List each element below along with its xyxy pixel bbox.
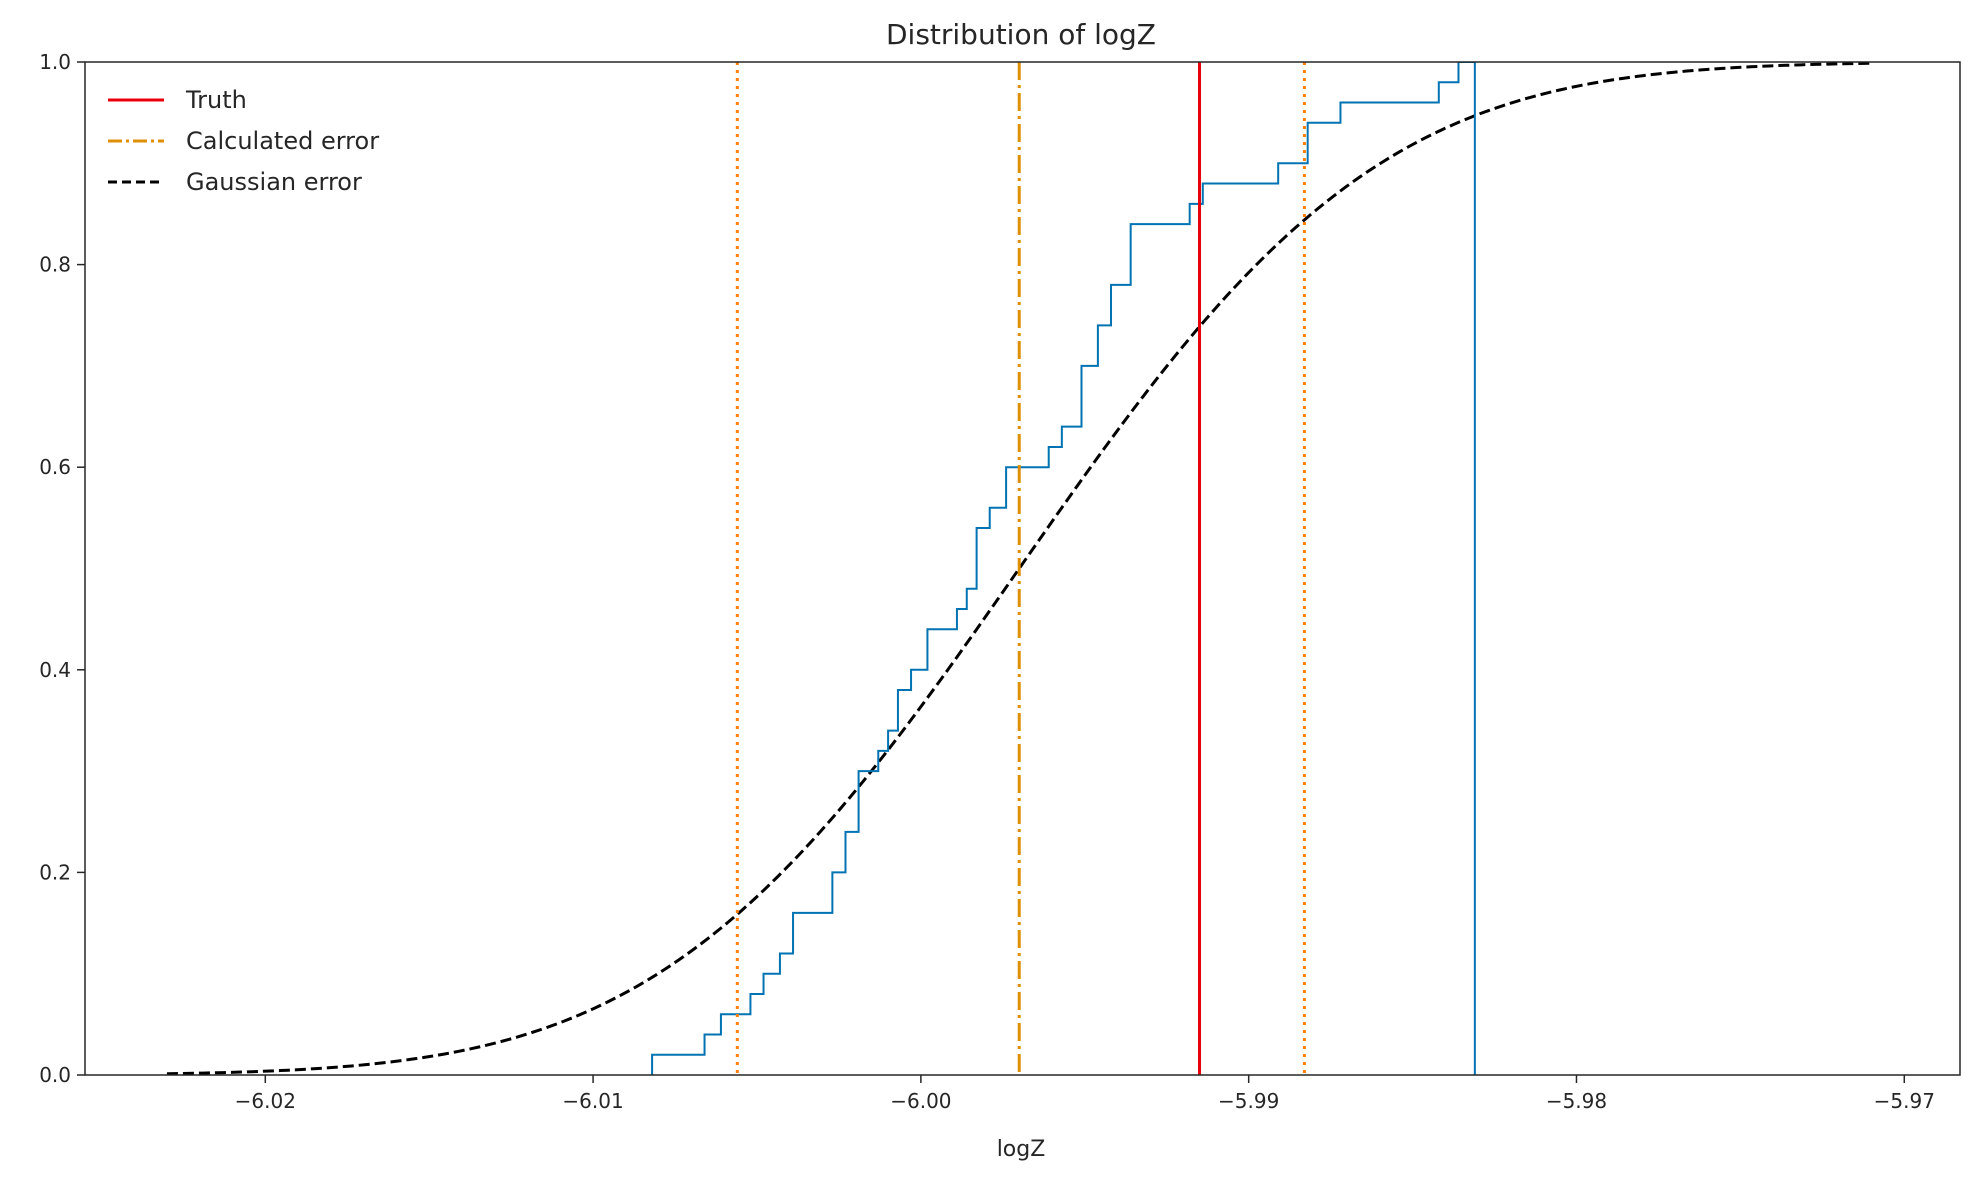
x-tick-label: −5.99 — [1218, 1089, 1279, 1113]
legend: Truth Calculated error Gaussian error — [108, 86, 379, 196]
chart-title: Distribution of logZ — [886, 18, 1156, 51]
y-tick-label: 0.2 — [39, 860, 71, 884]
y-tick-label: 1.0 — [39, 50, 71, 74]
x-axis-label: logZ — [997, 1137, 1046, 1162]
x-tick-label: −5.98 — [1546, 1089, 1607, 1113]
plot-area — [166, 62, 1872, 1075]
x-tick-label: −6.02 — [235, 1089, 296, 1113]
axes-frame — [84, 61, 1961, 1076]
ecdf-step-line — [651, 62, 1476, 1075]
legend-label: Calculated error — [186, 127, 379, 155]
y-tick-label: 0.8 — [39, 253, 71, 277]
legend-label: Gaussian error — [186, 168, 362, 196]
y-tick-label: 0.0 — [39, 1063, 71, 1087]
x-tick-label: −5.97 — [1874, 1089, 1935, 1113]
x-tick-label: −6.01 — [562, 1089, 623, 1113]
legend-label: Truth — [185, 86, 247, 114]
y-tick-label: 0.6 — [39, 455, 71, 479]
x-tick-label: −6.00 — [890, 1089, 951, 1113]
plot-series — [166, 62, 1872, 1075]
y-tick-label: 0.4 — [39, 658, 71, 682]
axes: −6.02 −6.01 −6.00 −5.99 −5.98 −5.97 0.0 0.2 0.4 0… — [39, 50, 1961, 1113]
